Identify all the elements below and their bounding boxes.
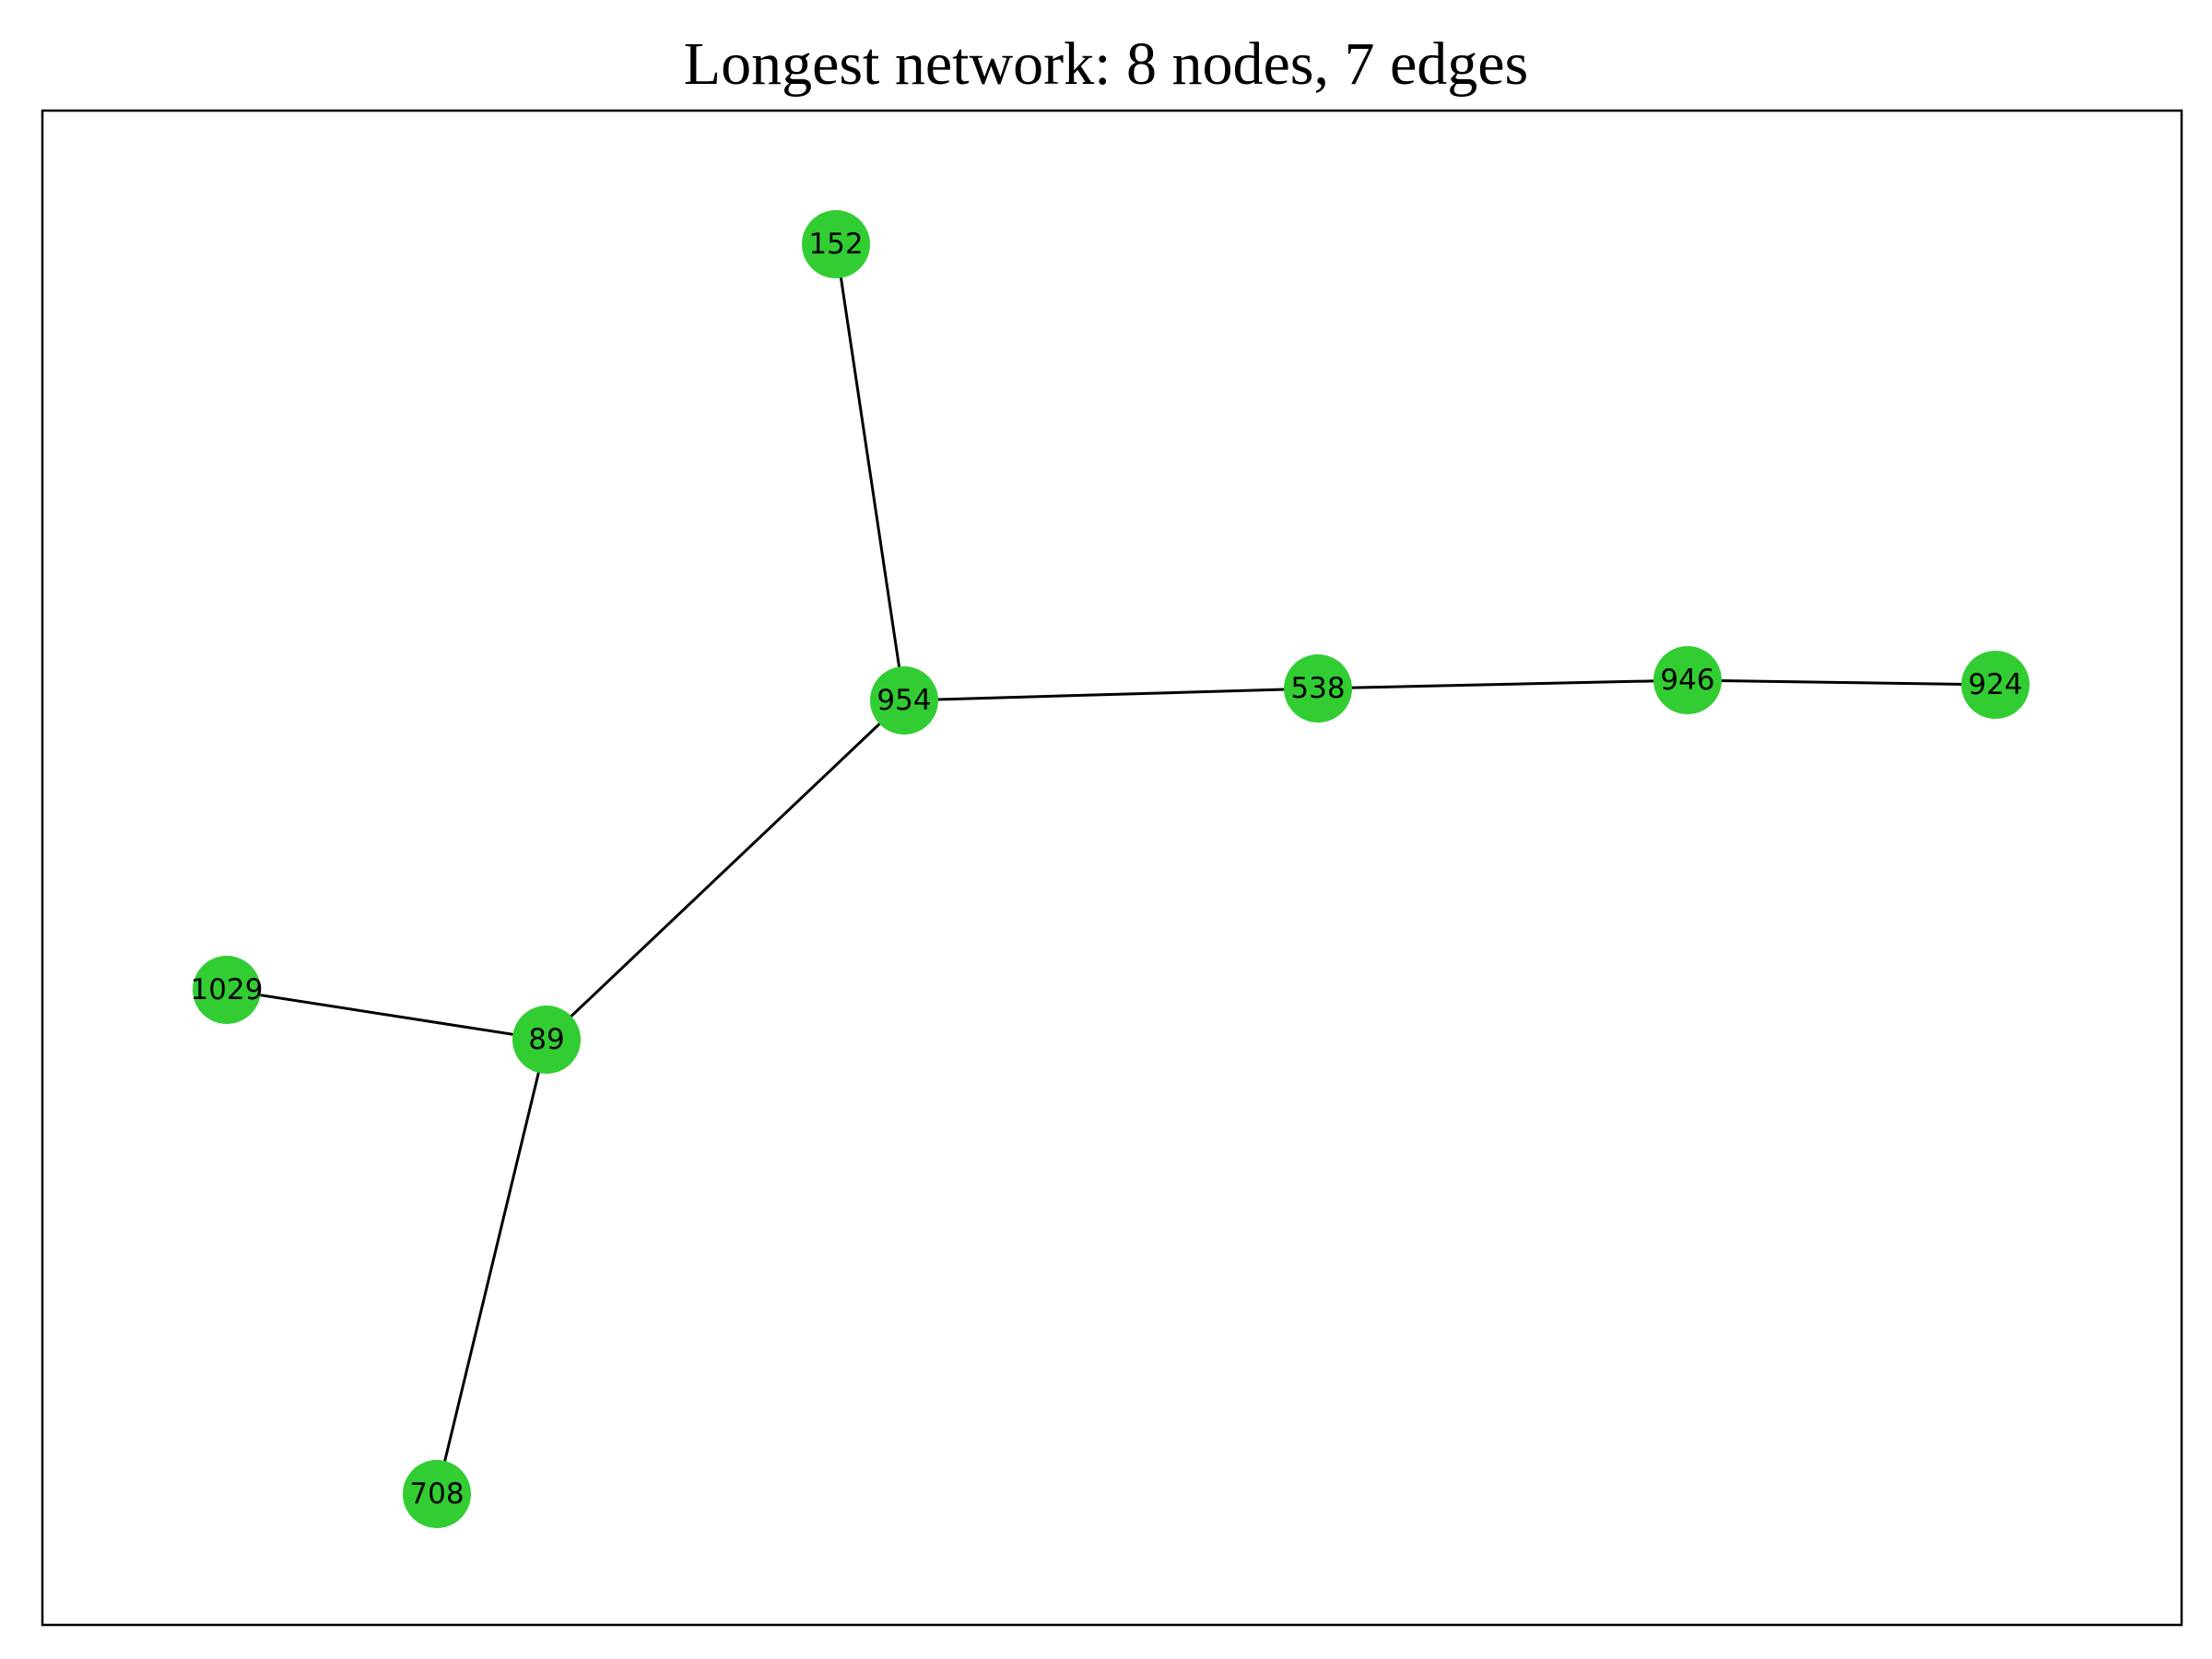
node-label: 946 [1660, 664, 1714, 697]
edge-538-946 [1317, 678, 1688, 690]
node-152: 152 [802, 210, 870, 278]
node-1029: 1029 [191, 956, 264, 1024]
nodes-layer: 152 954 538 946 924 1029 89 708 [191, 210, 2030, 1528]
node-circle [1653, 646, 1722, 714]
node-circle [403, 1460, 471, 1528]
edge-954-89 [545, 699, 906, 1041]
node-circle [1961, 651, 2030, 719]
edge-946-924 [1687, 678, 1996, 687]
node-circle [512, 1006, 581, 1074]
node-circle [193, 956, 261, 1024]
node-538: 538 [1284, 654, 1352, 723]
chart-title: Longest network: 8 nodes, 7 edges [683, 30, 1529, 98]
node-954: 954 [870, 666, 938, 735]
node-89: 89 [512, 1006, 581, 1074]
edges-layer [226, 243, 1996, 1495]
node-label: 538 [1290, 672, 1345, 705]
edge-89-708 [435, 1039, 548, 1495]
node-label: 924 [1968, 668, 2022, 701]
node-label: 954 [877, 684, 931, 717]
node-label: 89 [528, 1023, 564, 1056]
node-circle [870, 666, 938, 735]
node-924: 924 [1961, 651, 2030, 719]
edge-152-954 [834, 243, 906, 701]
plot-frame [41, 109, 2183, 1627]
node-label: 1029 [191, 973, 264, 1006]
node-circle [802, 210, 870, 278]
node-label: 708 [409, 1477, 464, 1511]
node-708: 708 [403, 1460, 471, 1528]
edge-89-1029 [226, 988, 547, 1041]
node-label: 152 [808, 228, 863, 261]
node-circle [1284, 654, 1352, 723]
node-946: 946 [1653, 646, 1722, 714]
edge-954-538 [903, 687, 1319, 702]
